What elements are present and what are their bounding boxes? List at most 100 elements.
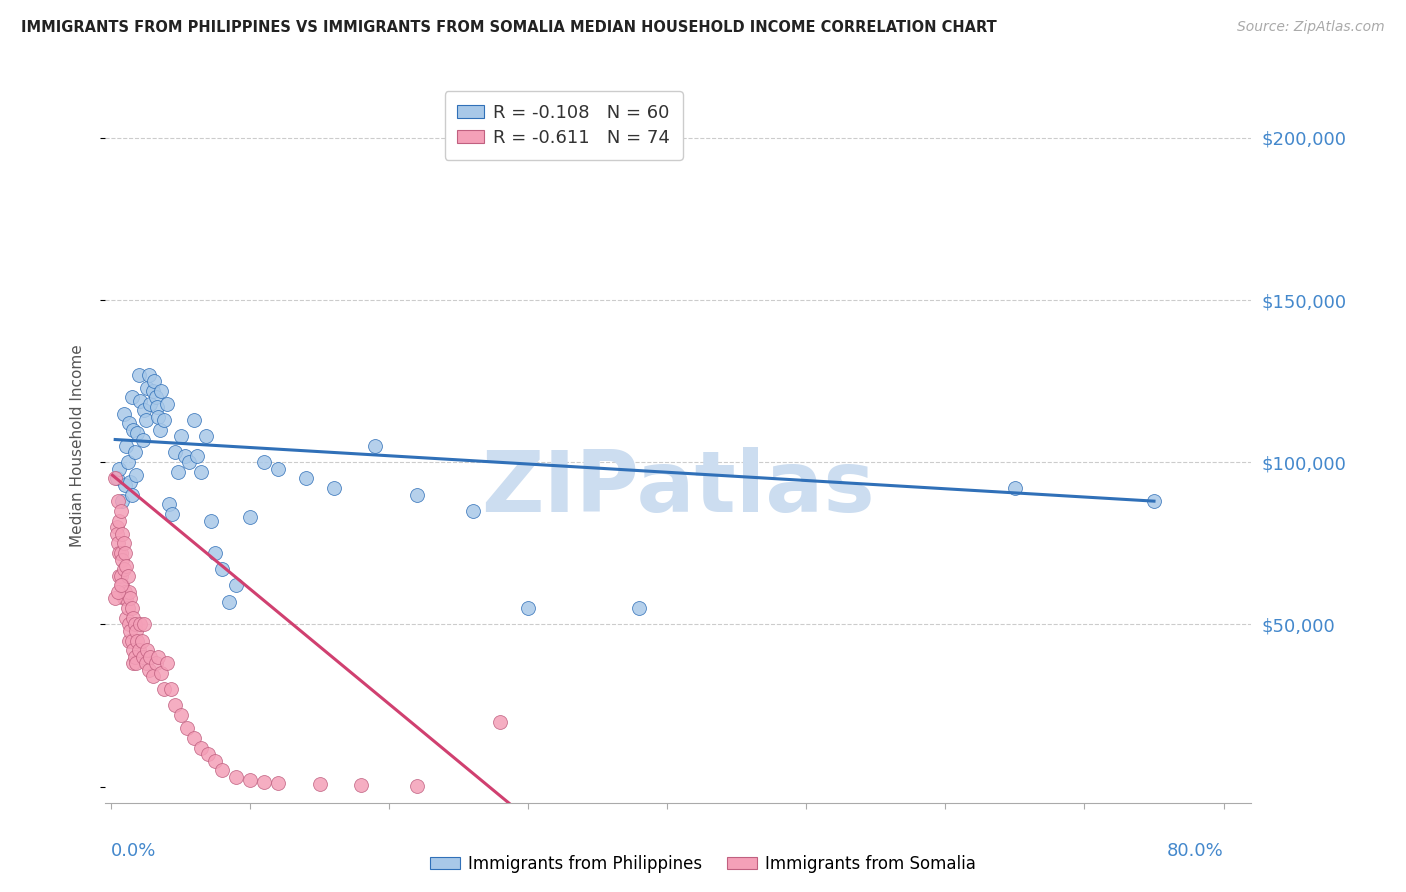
Point xyxy=(143,374,166,388)
Point xyxy=(117,568,139,582)
Point xyxy=(115,559,138,574)
Point xyxy=(111,526,134,541)
Point xyxy=(115,591,138,606)
Point xyxy=(294,471,316,485)
Point xyxy=(132,433,155,447)
Point xyxy=(239,510,262,524)
Point xyxy=(104,471,127,485)
Point xyxy=(128,368,150,382)
Point xyxy=(157,497,180,511)
Point xyxy=(135,413,157,427)
Point xyxy=(148,409,170,424)
Point xyxy=(129,617,152,632)
Point xyxy=(183,731,205,745)
Point xyxy=(112,591,135,606)
Point xyxy=(194,429,217,443)
Point xyxy=(142,384,165,398)
Point xyxy=(110,504,132,518)
Point xyxy=(139,397,162,411)
Point xyxy=(406,488,429,502)
Point xyxy=(148,649,170,664)
Point xyxy=(110,578,132,592)
Point xyxy=(517,601,540,615)
Point xyxy=(489,714,512,729)
Point xyxy=(183,413,205,427)
Point xyxy=(115,439,138,453)
Point xyxy=(114,585,136,599)
Point xyxy=(149,423,172,437)
Point xyxy=(122,657,145,671)
Point xyxy=(125,468,148,483)
Point xyxy=(190,740,212,755)
Point xyxy=(364,439,387,453)
Point xyxy=(134,617,156,632)
Point xyxy=(125,657,148,671)
Point xyxy=(120,624,142,638)
Point xyxy=(121,601,143,615)
Point xyxy=(267,461,290,475)
Point xyxy=(120,475,142,489)
Point xyxy=(125,624,148,638)
Point xyxy=(111,494,134,508)
Point xyxy=(108,461,131,475)
Point xyxy=(111,552,134,566)
Point xyxy=(253,774,276,789)
Text: 0.0%: 0.0% xyxy=(111,842,156,860)
Text: Source: ZipAtlas.com: Source: ZipAtlas.com xyxy=(1237,20,1385,34)
Point xyxy=(218,595,240,609)
Point xyxy=(127,633,149,648)
Point xyxy=(153,413,176,427)
Point xyxy=(129,393,152,408)
Point xyxy=(107,536,129,550)
Point xyxy=(176,721,198,735)
Point xyxy=(163,445,186,459)
Point xyxy=(120,591,142,606)
Point xyxy=(197,747,219,761)
Point xyxy=(122,611,145,625)
Point xyxy=(190,465,212,479)
Point xyxy=(111,578,134,592)
Point xyxy=(186,449,208,463)
Point xyxy=(107,494,129,508)
Point xyxy=(138,663,160,677)
Point xyxy=(177,455,200,469)
Point xyxy=(225,578,247,592)
Point xyxy=(169,708,191,723)
Point xyxy=(121,390,143,404)
Point xyxy=(146,400,169,414)
Point xyxy=(225,770,247,784)
Point xyxy=(110,568,132,582)
Point xyxy=(118,633,141,648)
Point xyxy=(142,669,165,683)
Point xyxy=(112,562,135,576)
Point xyxy=(114,546,136,560)
Legend: R = -0.108   N = 60, R = -0.611   N = 74: R = -0.108 N = 60, R = -0.611 N = 74 xyxy=(444,91,683,160)
Point xyxy=(211,562,233,576)
Point xyxy=(145,390,167,404)
Point xyxy=(163,698,186,713)
Point xyxy=(1143,494,1166,508)
Point xyxy=(122,643,145,657)
Point xyxy=(135,657,157,671)
Point xyxy=(127,425,149,440)
Point xyxy=(166,465,188,479)
Point xyxy=(153,682,176,697)
Point xyxy=(628,601,651,615)
Point xyxy=(145,657,167,671)
Point xyxy=(156,397,179,411)
Point xyxy=(136,381,159,395)
Point xyxy=(104,591,127,606)
Point xyxy=(124,617,146,632)
Point xyxy=(139,649,162,664)
Point xyxy=(131,633,153,648)
Point xyxy=(461,504,484,518)
Text: IMMIGRANTS FROM PHILIPPINES VS IMMIGRANTS FROM SOMALIA MEDIAN HOUSEHOLD INCOME C: IMMIGRANTS FROM PHILIPPINES VS IMMIGRANT… xyxy=(21,20,997,35)
Point xyxy=(173,449,195,463)
Point xyxy=(253,455,276,469)
Point xyxy=(118,617,141,632)
Point xyxy=(150,666,173,681)
Point xyxy=(110,546,132,560)
Point xyxy=(121,488,143,502)
Point xyxy=(107,585,129,599)
Point xyxy=(118,417,141,431)
